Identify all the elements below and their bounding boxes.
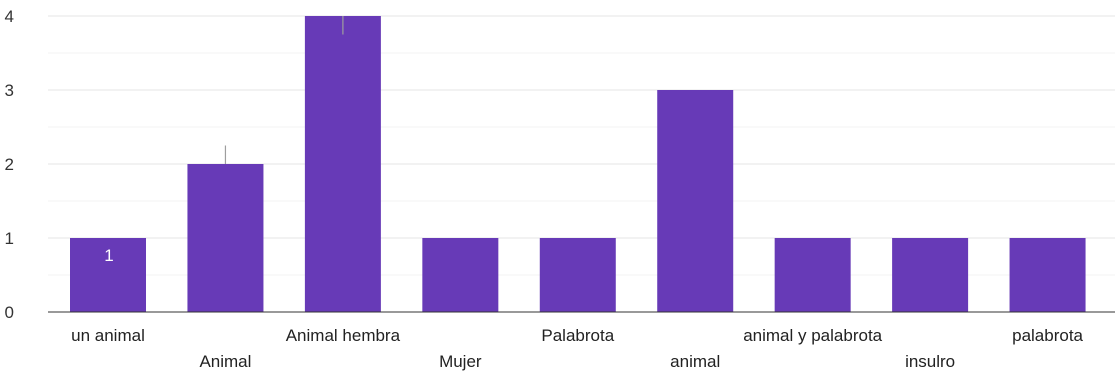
x-category-label: animal y palabrota — [743, 326, 882, 345]
y-tick-label: 2 — [5, 155, 14, 174]
bar — [304, 16, 381, 312]
bar — [539, 238, 616, 312]
y-tick-label: 1 — [5, 229, 14, 248]
error-marks — [224, 16, 344, 164]
x-category-label: insulro — [905, 352, 955, 371]
x-category-label: un animal — [71, 326, 145, 345]
bar — [774, 238, 851, 312]
data-labels: 1 — [104, 246, 113, 265]
x-category-label: Palabrota — [541, 326, 614, 345]
bars — [70, 16, 1086, 312]
y-tick-label: 4 — [5, 7, 14, 26]
y-tick-label: 3 — [5, 81, 14, 100]
bar — [70, 238, 146, 312]
y-tick-label: 0 — [5, 303, 14, 322]
x-category-label: animal — [670, 352, 720, 371]
x-category-label: Animal hembra — [286, 326, 401, 345]
bar — [187, 164, 264, 312]
x-category-label: palabrota — [1012, 326, 1083, 345]
bar — [422, 238, 499, 312]
bar — [1009, 238, 1086, 312]
x-category-label: Animal — [199, 352, 251, 371]
x-category-label: Mujer — [439, 352, 482, 371]
bar — [892, 238, 969, 312]
y-axis-ticks: 0 1 2 3 4 — [5, 7, 14, 322]
x-axis-labels: un animal Animal Animal hembra Mujer Palabro… — [71, 326, 1083, 371]
data-label: 1 — [104, 246, 113, 265]
bar — [657, 90, 734, 312]
